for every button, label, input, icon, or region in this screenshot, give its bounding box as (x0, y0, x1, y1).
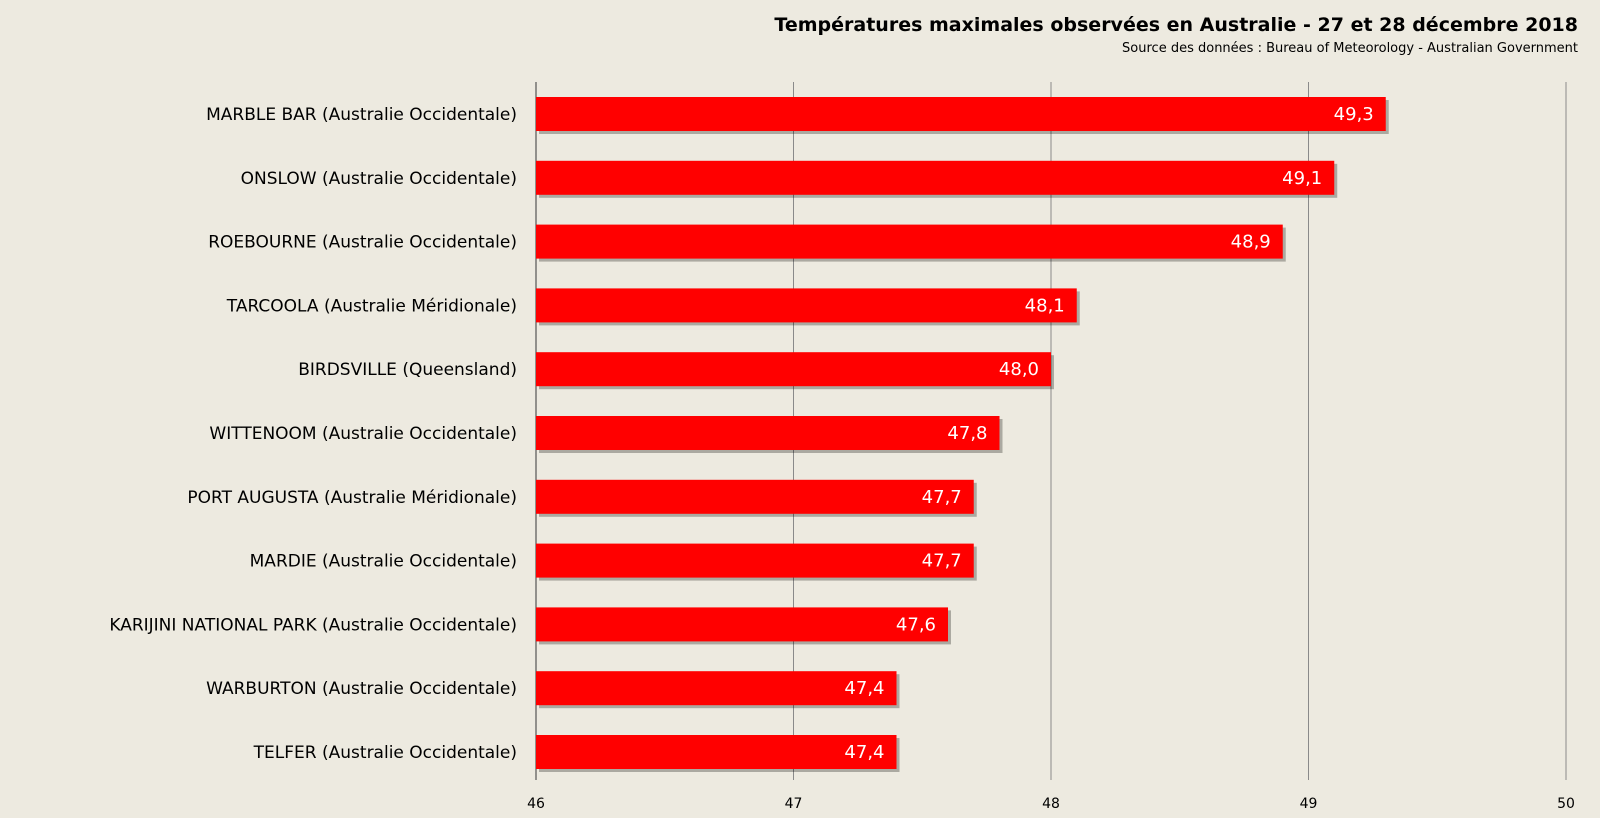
bars: 49,3 49,1 48,9 48,1 48,0 47,8 47,7 47,7 47,6 47,4… (536, 97, 1389, 772)
bar (536, 160, 1335, 195)
x-tick-labels: 46 47 48 49 50 (527, 796, 1575, 812)
bar (536, 735, 897, 769)
bar-value-label: 47,4 (844, 742, 884, 763)
bar-value-label: 49,1 (1282, 168, 1322, 189)
x-tick-label: 46 (527, 796, 545, 812)
category-label: WITTENOOM (Australie Occidentale) (209, 424, 517, 444)
bar-value-label: 48,1 (1025, 295, 1065, 316)
category-label: TARCOOLA (Australie Méridionale) (226, 296, 517, 316)
bar-value-label: 47,6 (896, 614, 936, 635)
category-label: WARBURTON (Australie Occidentale) (206, 679, 517, 699)
bar (536, 543, 974, 578)
bar-value-label: 49,3 (1334, 104, 1374, 125)
category-label: TELFER (Australie Occidentale) (253, 743, 517, 763)
bar (536, 671, 897, 706)
bar (536, 352, 1051, 387)
bar (536, 97, 1386, 131)
bar (536, 607, 948, 642)
x-tick-label: 48 (1042, 796, 1060, 812)
bar-value-label: 48,9 (1231, 232, 1271, 253)
x-tick-label: 50 (1557, 796, 1575, 812)
category-label: MARDIE (Australie Occidentale) (250, 552, 517, 572)
chart-title: Températures maximales observées en Aust… (774, 14, 1578, 36)
bar (536, 224, 1283, 259)
category-label: PORT AUGUSTA (Australie Méridionale) (187, 488, 517, 508)
category-label: ONSLOW (Australie Occidentale) (241, 169, 517, 189)
category-label: MARBLE BAR (Australie Occidentale) (206, 105, 517, 125)
bar-value-label: 47,8 (947, 423, 987, 444)
bar-value-label: 47,7 (922, 487, 962, 508)
bar-value-label: 48,0 (999, 359, 1039, 380)
category-labels: MARBLE BAR (Australie Occidentale) ONSLOW… (109, 105, 517, 763)
bar (536, 288, 1077, 323)
bar (536, 479, 974, 514)
category-label: ROEBOURNE (Australie Occidentale) (208, 233, 517, 253)
chart-subtitle: Source des données : Bureau of Meteorolo… (1122, 41, 1578, 56)
bar-value-label: 47,7 (922, 551, 962, 572)
category-label: KARIJINI NATIONAL PARK (Australie Occide… (109, 615, 517, 635)
bar-value-label: 47,4 (844, 678, 884, 699)
x-tick-label: 47 (785, 796, 803, 812)
category-label: BIRDSVILLE (Queensland) (298, 360, 517, 380)
x-tick-label: 49 (1300, 796, 1318, 812)
bar (536, 416, 1000, 450)
